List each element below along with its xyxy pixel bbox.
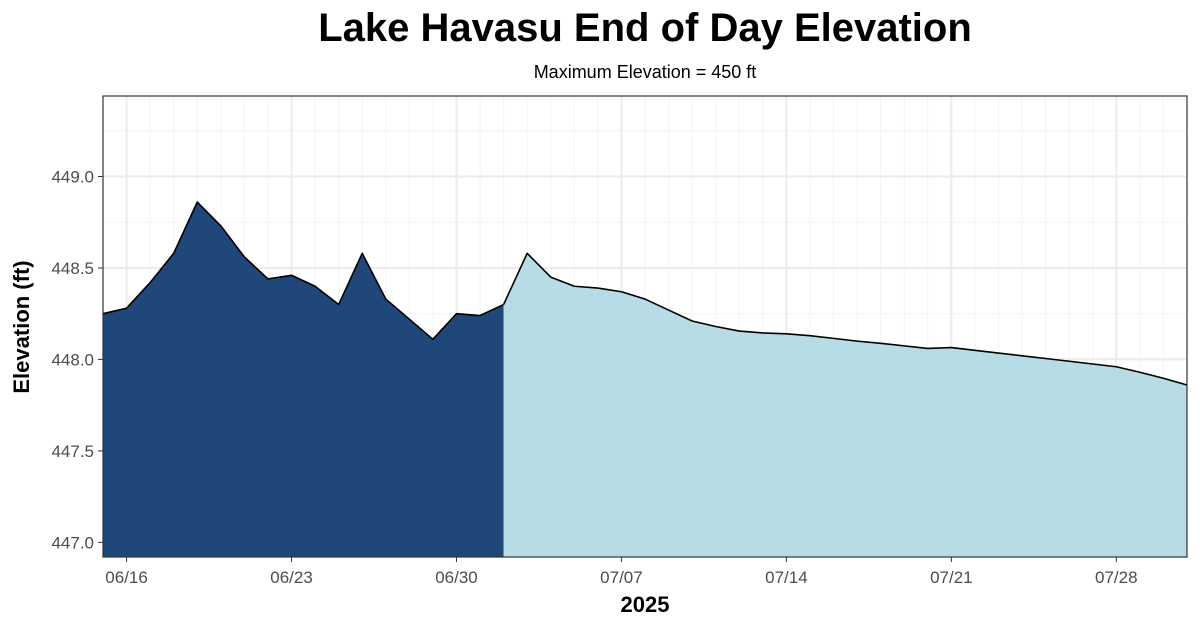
x-tick-label: 06/16 (105, 568, 148, 587)
y-tick-label: 448.0 (51, 350, 94, 369)
x-axis-label: 2025 (620, 592, 670, 617)
plot-border (102, 95, 1188, 558)
observed-area (103, 202, 504, 557)
y-tick-label: 447.5 (51, 442, 94, 461)
observed-line (102, 201, 504, 341)
y-tick-label: 447.0 (51, 533, 94, 552)
y-tick-label: 449.0 (51, 167, 94, 186)
x-tick-label: 07/07 (600, 568, 643, 587)
chart-subtitle: Maximum Elevation = 450 ft (533, 62, 757, 82)
chart-title: Lake Havasu End of Day Elevation (318, 6, 972, 50)
y-tick-label: 448.5 (51, 259, 94, 278)
x-tick-label: 07/28 (1095, 568, 1138, 587)
x-tick-label: 07/14 (765, 568, 808, 587)
projected-area (503, 253, 1187, 557)
projected-line (502, 252, 1188, 386)
x-tick-label: 06/30 (435, 568, 478, 587)
x-tick-label: 06/23 (270, 568, 313, 587)
x-tick-label: 07/21 (930, 568, 973, 587)
